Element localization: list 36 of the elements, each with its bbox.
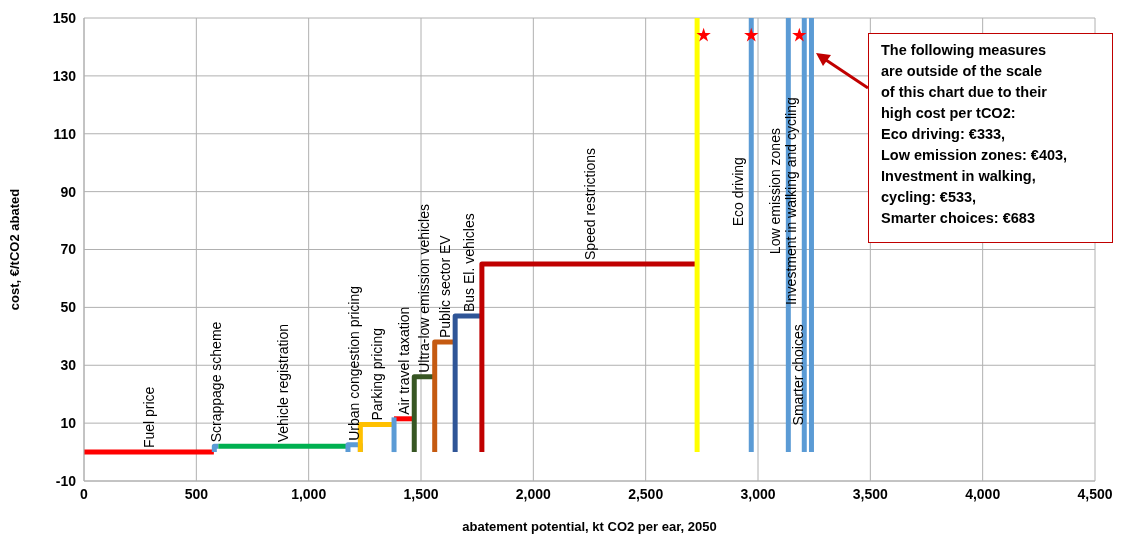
text: Vehicle registration xyxy=(275,323,292,443)
text: Public sector EV xyxy=(436,234,453,339)
x-tick-label: 500 xyxy=(184,485,209,502)
text: Bus El. vehicles xyxy=(460,213,477,313)
y-axis-title: cost, €/tCO2 abated xyxy=(6,188,22,311)
x-tick-label: 2,500 xyxy=(628,485,664,502)
y-tick-label: 10 xyxy=(60,415,77,432)
y-tick-label: -10 xyxy=(55,472,77,489)
text: Speed restrictions xyxy=(581,147,598,260)
text: Parking pricing xyxy=(369,327,386,421)
text: Fuel price xyxy=(140,386,157,449)
y-tick-label: 90 xyxy=(60,183,77,200)
y-tick-label: 130 xyxy=(52,67,77,84)
x-tick-label: 0 xyxy=(80,485,89,502)
text: Investment in walking and cycling xyxy=(783,97,800,306)
x-axis-title: abatement potential, kt CO2 per ear, 2050 xyxy=(462,519,717,534)
y-tick-label: 110 xyxy=(53,125,77,142)
x-tick-label: 4,500 xyxy=(1077,485,1113,502)
y-tick-label: 70 xyxy=(60,241,77,258)
x-tick-label: 1,500 xyxy=(403,485,439,502)
text: Scrappage scheme xyxy=(208,321,225,443)
text: Air travel taxation xyxy=(396,306,413,415)
text: Urban congestion pricing xyxy=(346,285,363,441)
x-tick-label: 3,000 xyxy=(740,485,776,502)
y-tick-label: 150 xyxy=(52,9,77,26)
note-box: The following measures are outside of the scale of this chart due to their high cost per tCO2: Eco driving: €333, Low emission zones: €403, Investment in walking, cycling: €533, Smarter choices: €683 xyxy=(868,33,1113,243)
x-tick-label: 3,500 xyxy=(852,485,889,502)
text: Low emission zones xyxy=(767,128,784,255)
x-tick-label: 2,000 xyxy=(515,485,552,502)
y-tick-label: 30 xyxy=(60,357,77,374)
text: Ultra-low emission vehicles xyxy=(416,204,433,373)
x-tick-label: 1,000 xyxy=(291,485,327,502)
x-tick-label: 4,000 xyxy=(965,485,1001,502)
y-tick-label: 50 xyxy=(60,299,77,316)
text: Eco driving xyxy=(730,157,747,227)
text: Smarter choices xyxy=(790,324,807,426)
